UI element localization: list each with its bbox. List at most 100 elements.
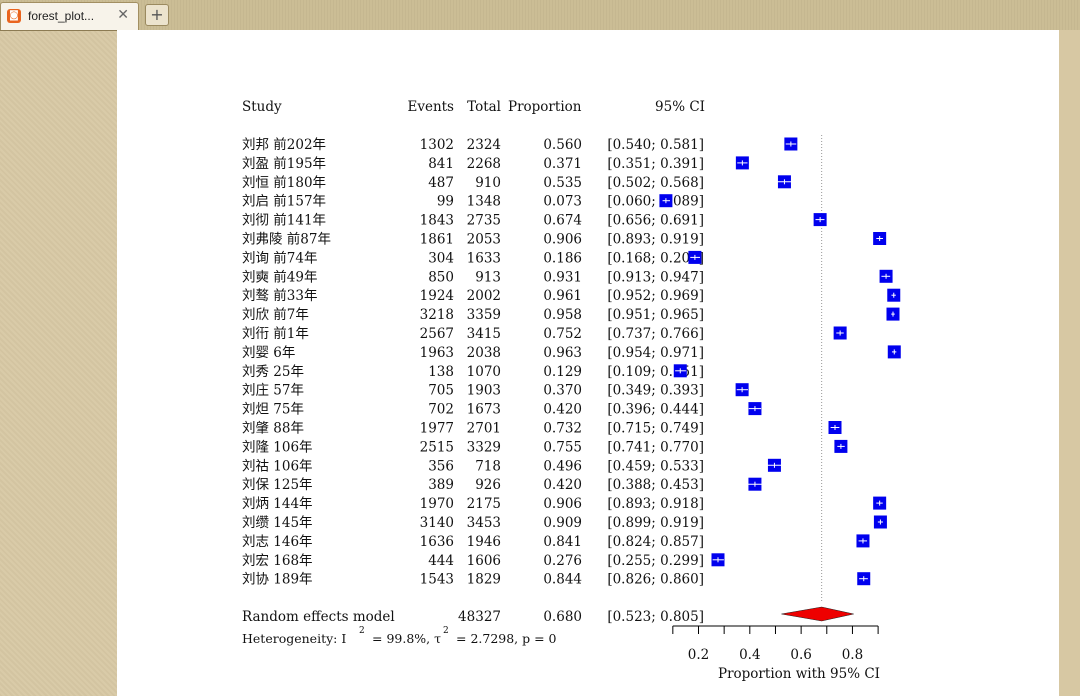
study-proportion: 0.420 <box>543 477 582 493</box>
new-tab-button[interactable]: + <box>145 4 169 26</box>
study-proportion: 0.560 <box>543 137 582 153</box>
tau-value: = 2.7298, p = 0 <box>456 631 557 646</box>
study-proportion: 0.129 <box>543 364 582 380</box>
heterogeneity-prefix: Heterogeneity: I <box>242 631 346 646</box>
x-tick-label: 0.4 <box>739 647 760 663</box>
page-margin <box>1059 30 1080 696</box>
study-total: 2002 <box>467 288 501 304</box>
study-name: 刘炟 75年 <box>242 402 304 418</box>
study-name: 刘保 125年 <box>242 477 313 493</box>
study-proportion: 0.931 <box>543 269 582 285</box>
study-events: 702 <box>428 402 454 418</box>
tab-title: forest_plot... <box>28 9 95 23</box>
study-ci: [0.168; 0.206] <box>607 250 704 266</box>
study-ci: [0.540; 0.581] <box>607 137 704 153</box>
header-study: Study <box>242 99 282 115</box>
study-total: 1829 <box>467 572 501 588</box>
study-ci: [0.899; 0.919] <box>607 515 704 531</box>
study-ci: [0.349; 0.393] <box>607 383 704 399</box>
tau-superscript: 2 <box>443 626 449 636</box>
study-events: 2515 <box>420 439 454 455</box>
header-total: Total <box>467 99 501 115</box>
document-page: Study Events Total Proportion 95% CI 刘邦 … <box>117 30 1059 696</box>
study-name: 刘奭 前49年 <box>242 268 317 285</box>
study-ci: [0.388; 0.453] <box>607 477 704 493</box>
forest-plot: Study Events Total Proportion 95% CI 刘邦 … <box>242 99 901 682</box>
study-ci: [0.954; 0.971] <box>607 345 704 361</box>
study-events: 1636 <box>420 534 454 550</box>
study-name: 刘弗陵 前87年 <box>242 231 331 248</box>
study-total: 2268 <box>467 156 501 172</box>
study-name: 刘肇 88年 <box>242 421 304 437</box>
study-name: 刘志 146年 <box>242 534 313 550</box>
study-events: 444 <box>428 553 454 569</box>
pooled-estimate-diamond <box>781 606 854 622</box>
study-name: 刘炳 144年 <box>242 496 313 512</box>
study-name: 刘秀 25年 <box>242 364 304 380</box>
study-name: 刘询 前74年 <box>242 249 317 266</box>
study-ci: [0.255; 0.299] <box>607 553 704 569</box>
study-events: 138 <box>428 364 454 380</box>
study-proportion: 0.186 <box>543 250 582 266</box>
study-total: 1606 <box>467 553 501 569</box>
x-tick-label: 0.2 <box>688 647 709 663</box>
study-events: 2567 <box>420 326 454 342</box>
study-events: 1302 <box>420 137 454 153</box>
study-proportion: 0.276 <box>543 553 582 569</box>
study-total: 718 <box>475 458 501 474</box>
study-ci: [0.893; 0.919] <box>607 232 704 248</box>
study-proportion: 0.370 <box>543 383 582 399</box>
study-total: 1348 <box>467 194 501 210</box>
study-proportion: 0.420 <box>543 402 582 418</box>
study-name: 刘缵 145年 <box>242 515 313 531</box>
study-ci: [0.913; 0.947] <box>607 269 704 285</box>
study-total: 3329 <box>467 439 501 455</box>
study-ci: [0.824; 0.857] <box>607 534 704 550</box>
study-name: 刘协 189年 <box>242 572 313 588</box>
summary-total: 48327 <box>458 609 501 625</box>
study-total: 1673 <box>467 402 501 418</box>
study-events: 1924 <box>420 288 454 304</box>
study-total: 1946 <box>467 534 501 550</box>
study-ci: [0.951; 0.965] <box>607 307 704 323</box>
study-proportion: 0.496 <box>543 458 582 474</box>
study-total: 1633 <box>467 250 501 266</box>
study-ci: [0.952; 0.969] <box>607 288 704 304</box>
study-events: 1963 <box>420 345 454 361</box>
study-name: 刘隆 106年 <box>242 439 313 455</box>
study-total: 1070 <box>467 364 501 380</box>
study-ci: [0.826; 0.860] <box>607 572 704 588</box>
study-proportion: 0.844 <box>543 572 582 588</box>
x-tick-label: 0.8 <box>842 647 863 663</box>
x-tick-label: 0.6 <box>790 647 811 663</box>
study-total: 3453 <box>467 515 501 531</box>
study-total: 2175 <box>467 496 501 512</box>
study-total: 910 <box>475 175 501 191</box>
summary-label: Random effects model <box>242 609 395 625</box>
study-name: 刘衎 前1年 <box>242 325 309 342</box>
study-proportion: 0.841 <box>543 534 582 550</box>
study-name: 刘宏 168年 <box>242 553 313 569</box>
study-proportion: 0.535 <box>543 175 582 191</box>
study-name: 刘祜 106年 <box>242 458 313 474</box>
study-name: 刘恒 前180年 <box>242 174 326 191</box>
study-total: 3415 <box>467 326 501 342</box>
study-proportion: 0.755 <box>543 439 582 455</box>
study-proportion: 0.961 <box>543 288 582 304</box>
study-name: 刘欣 前7年 <box>242 306 309 323</box>
study-events: 3140 <box>420 515 454 531</box>
study-proportion: 0.752 <box>543 326 582 342</box>
study-events: 841 <box>428 156 454 172</box>
study-ci: [0.656; 0.691] <box>607 213 704 229</box>
header-ci: 95% CI <box>655 99 705 115</box>
study-ci: [0.396; 0.444] <box>607 402 704 418</box>
study-ci: [0.502; 0.568] <box>607 175 704 191</box>
close-icon[interactable]: ✕ <box>117 7 129 23</box>
browser-tab[interactable]: ◙ forest_plot... ✕ <box>0 2 139 30</box>
study-events: 3218 <box>420 307 454 323</box>
study-proportion: 0.906 <box>543 496 582 512</box>
study-name: 刘骜 前33年 <box>242 287 317 304</box>
study-total: 2324 <box>467 137 501 153</box>
study-events: 1977 <box>420 421 454 437</box>
tab-bar: ◙ forest_plot... ✕ + <box>0 0 1080 31</box>
